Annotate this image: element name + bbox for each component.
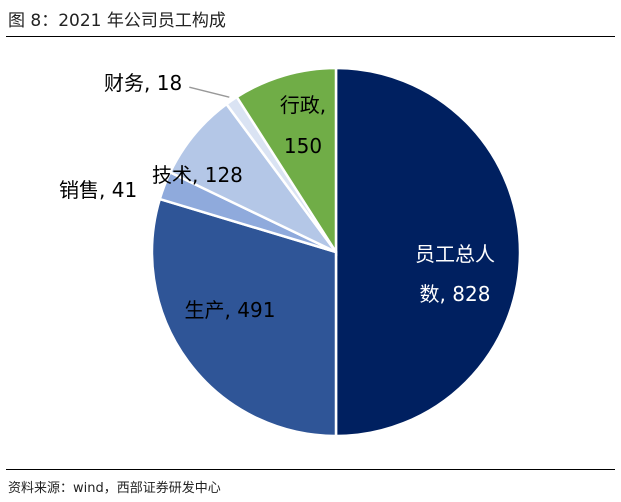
slice-label-production: 生产, 491 bbox=[185, 298, 276, 322]
pie-labels: 员工总人 数, 828 生产, 491 销售, 41 技术, 128 财务, 1… bbox=[59, 71, 495, 322]
slice-label-admin-line1: 行政, bbox=[280, 93, 326, 117]
slice-label-sales: 销售, 41 bbox=[59, 178, 137, 202]
top-rule bbox=[6, 36, 615, 37]
slice-label-admin-line2: 150 bbox=[284, 134, 322, 158]
pie-slice-production bbox=[150, 197, 338, 438]
slice-label-tech: 技术, 128 bbox=[152, 163, 243, 187]
bottom-rule bbox=[6, 469, 615, 470]
pie-slice-admin bbox=[235, 66, 338, 257]
pie-slice-total bbox=[334, 66, 522, 438]
figure-source: 资料来源：wind，西部证券研发中心 bbox=[8, 481, 221, 496]
total-label-line1: 员工总人 bbox=[415, 242, 495, 266]
figure-title: 图 8：2021 年公司员工构成 bbox=[8, 11, 226, 31]
pie-slices bbox=[150, 66, 522, 438]
total-label-line2: 数, 828 bbox=[420, 282, 491, 306]
finance-leader-line bbox=[189, 86, 230, 98]
slice-label-finance: 财务, 18 bbox=[104, 71, 182, 95]
